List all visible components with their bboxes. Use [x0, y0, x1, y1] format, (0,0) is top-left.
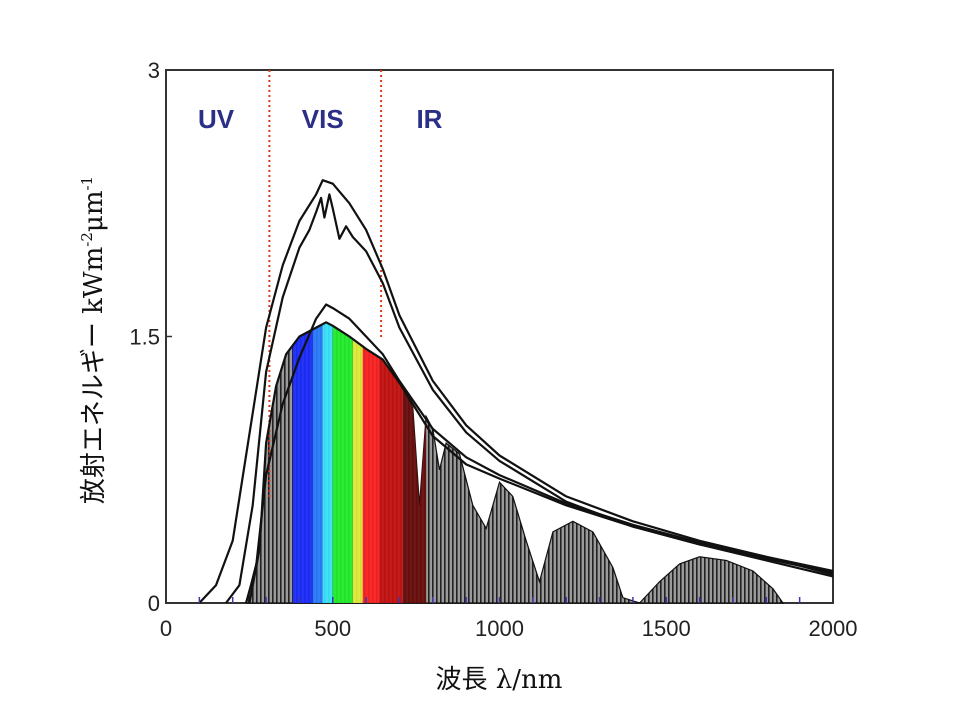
- y-tick-label: 3: [148, 58, 160, 83]
- x-tick-labels: 0 500 1000 1500 2000: [160, 616, 858, 641]
- y-tick-labels: 01.53: [129, 58, 172, 616]
- y-axis-title: 放射エネルギー kWm-2μm-1: [78, 176, 109, 504]
- minor-x-ticks: [198, 597, 801, 603]
- series-line-lower-jagged: [248, 321, 834, 604]
- series-lines: [198, 179, 834, 604]
- region-label-ir: IR: [416, 104, 442, 134]
- color-band-4: [352, 322, 363, 603]
- region-boundaries: [268, 70, 383, 500]
- y-axis-title-sup2: -1: [78, 176, 96, 191]
- color-band-2: [322, 322, 333, 603]
- color-band-6: [379, 322, 403, 603]
- y-tick-label: 0: [148, 591, 160, 616]
- color-band-0: [292, 322, 313, 603]
- y-axis-title-unit: μm: [79, 191, 109, 233]
- series-line-lower-smooth: [244, 303, 834, 604]
- x-tick-label: 0: [160, 616, 172, 641]
- x-tick-label: 2000: [809, 616, 858, 641]
- color-band-5: [362, 322, 380, 603]
- color-band-1: [312, 322, 323, 603]
- x-tick-label: 1500: [642, 616, 691, 641]
- x-axis-title: 波長 λ/nm: [436, 665, 563, 695]
- color-band-3: [332, 322, 353, 603]
- y-tick-label: 1.5: [129, 325, 160, 350]
- x-tick-label: 1000: [475, 616, 524, 641]
- region-labels: UV VIS IR: [198, 104, 443, 134]
- region-label-uv: UV: [198, 104, 235, 134]
- series-line-upper-jagged: [225, 193, 834, 604]
- region-label-vis: VIS: [302, 104, 344, 134]
- x-tick-label: 500: [314, 616, 351, 641]
- y-axis-title-sup1: -2: [78, 232, 96, 247]
- y-axis-title-main: 放射エネルギー kWm: [79, 247, 109, 504]
- visible-color-bands: [292, 322, 427, 603]
- series-line-upper-smooth: [198, 179, 834, 604]
